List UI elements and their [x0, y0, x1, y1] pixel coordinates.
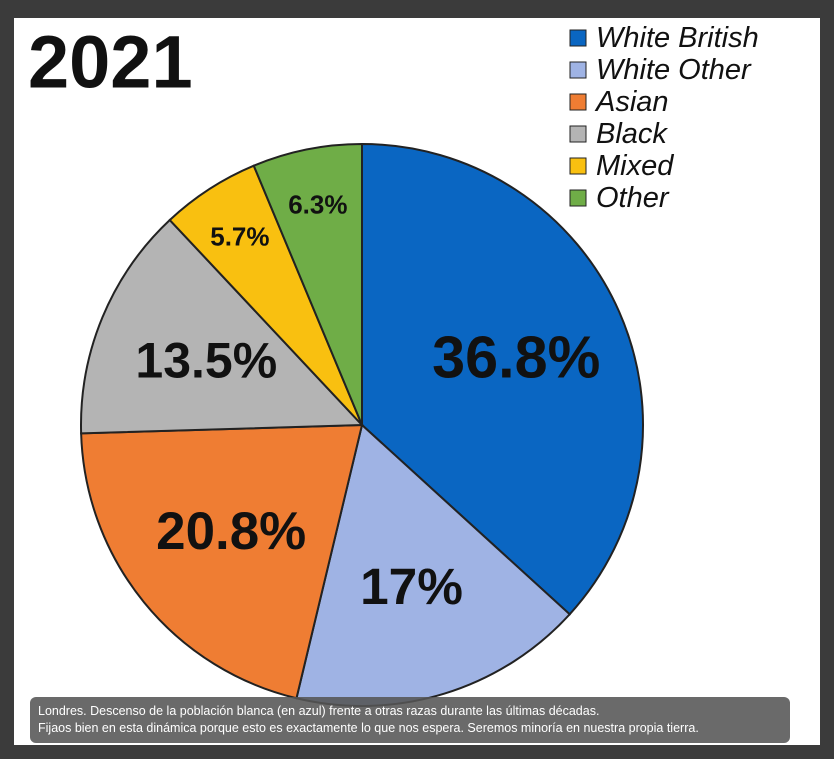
caption: Londres. Descenso de la población blanca…: [30, 697, 790, 743]
legend-swatch: [569, 61, 587, 79]
legend-label: Mixed: [596, 150, 674, 182]
legend-label: White British: [596, 22, 759, 54]
legend-label: White Other: [596, 54, 752, 86]
data-label: 6.3%: [288, 190, 347, 220]
pie-slice: [252, 142, 363, 426]
data-label: 20.8%: [156, 502, 306, 561]
pie-slice: [361, 142, 644, 616]
legend-swatch: [569, 125, 587, 143]
data-label: 36.8%: [432, 323, 600, 390]
pie-slice: [80, 218, 365, 435]
data-label: 5.7%: [210, 221, 269, 251]
legend-swatch: [569, 93, 587, 111]
legend-swatch: [569, 29, 587, 47]
data-label: 17%: [360, 557, 463, 615]
legend-label: Black: [596, 118, 668, 150]
legend-label: Other: [596, 182, 670, 214]
chart-title: 2021: [28, 21, 193, 104]
pie-slice: [80, 423, 364, 700]
legend-swatch: [569, 189, 587, 207]
caption-line: Fijaos bien en esta dinámica porque esto…: [38, 721, 699, 735]
caption-line: Londres. Descenso de la población blanca…: [38, 704, 600, 718]
legend-swatch: [569, 157, 587, 175]
data-label: 13.5%: [135, 332, 277, 388]
legend-label: Asian: [594, 86, 669, 118]
